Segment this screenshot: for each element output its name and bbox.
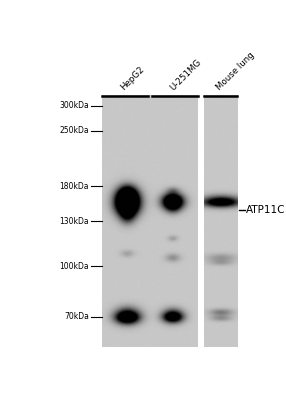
Text: Mouse lung: Mouse lung xyxy=(214,50,256,92)
Text: 250kDa: 250kDa xyxy=(59,126,89,135)
Text: 100kDa: 100kDa xyxy=(59,262,89,271)
Text: 180kDa: 180kDa xyxy=(59,182,89,191)
Text: 300kDa: 300kDa xyxy=(59,101,89,110)
Text: 70kDa: 70kDa xyxy=(64,312,89,321)
Text: HepG2: HepG2 xyxy=(119,65,146,92)
Text: U-251MG: U-251MG xyxy=(168,57,203,92)
Text: 130kDa: 130kDa xyxy=(59,217,89,226)
Text: ATP11C: ATP11C xyxy=(246,205,286,215)
